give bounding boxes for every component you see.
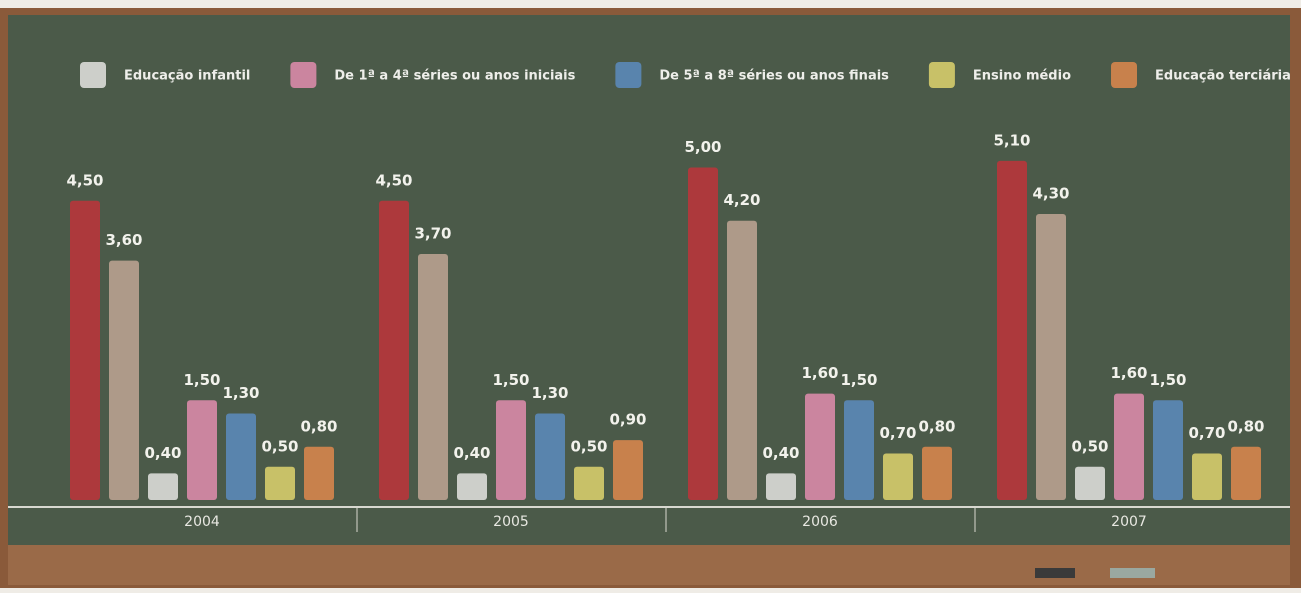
legend-label: Educação infantil <box>124 69 250 84</box>
bar <box>496 400 526 500</box>
value-label: 0,40 <box>453 444 490 462</box>
bar <box>997 161 1027 500</box>
value-label: 1,60 <box>801 364 838 382</box>
legend-label: De 1ª a 4ª séries ou anos iniciais <box>334 69 575 84</box>
value-label: 0,40 <box>144 444 181 462</box>
bar <box>1231 447 1261 500</box>
legend-swatch <box>615 62 641 88</box>
bar <box>613 440 643 500</box>
value-label: 1,50 <box>1149 371 1186 389</box>
legend-label: Educação terciária <box>1155 69 1291 84</box>
bar <box>457 473 487 500</box>
value-label: 4,20 <box>723 191 760 209</box>
bar <box>265 467 295 500</box>
legend-label: Ensino médio <box>973 69 1071 84</box>
value-label: 0,90 <box>609 411 646 429</box>
value-label: 5,10 <box>993 131 1030 149</box>
value-label: 0,70 <box>1188 424 1225 442</box>
bar <box>187 400 217 500</box>
value-label: 3,70 <box>414 224 451 242</box>
bar <box>883 453 913 500</box>
value-label: 0,50 <box>261 437 298 455</box>
bar <box>1153 400 1183 500</box>
legend-label: De 5ª a 8ª séries ou anos finais <box>659 69 889 84</box>
bar <box>844 400 874 500</box>
value-label: 1,60 <box>1110 364 1147 382</box>
page: 20044,503,600,401,501,300,500,8020054,50… <box>0 0 1301 593</box>
x-tick-label: 2004 <box>184 514 220 530</box>
bar <box>922 447 952 500</box>
bar <box>418 254 448 500</box>
x-tick-label: 2006 <box>802 514 838 530</box>
bar <box>70 201 100 500</box>
x-tick-label: 2005 <box>493 514 529 530</box>
bar <box>1114 394 1144 500</box>
value-label: 1,30 <box>531 384 568 402</box>
legend-swatch <box>80 62 106 88</box>
bar <box>148 473 178 500</box>
x-tick-label: 2007 <box>1111 514 1147 530</box>
bar <box>379 201 409 500</box>
value-label: 5,00 <box>684 138 721 156</box>
bar <box>1075 467 1105 500</box>
value-label: 0,70 <box>879 424 916 442</box>
bar <box>688 168 718 501</box>
legend-swatch <box>929 62 955 88</box>
legend-swatch <box>290 62 316 88</box>
bar <box>1192 453 1222 500</box>
value-label: 1,50 <box>840 371 877 389</box>
bar <box>805 394 835 500</box>
value-label: 4,30 <box>1032 185 1069 203</box>
chart: 20044,503,600,401,501,300,500,8020054,50… <box>0 0 1301 593</box>
bar <box>574 467 604 500</box>
value-label: 0,50 <box>1071 437 1108 455</box>
ledge <box>8 545 1290 585</box>
bar <box>304 447 334 500</box>
value-label: 0,80 <box>300 417 337 435</box>
eraser <box>1035 568 1075 578</box>
bar <box>226 414 256 500</box>
legend-swatch <box>1111 62 1137 88</box>
value-label: 0,80 <box>918 417 955 435</box>
bar <box>727 221 757 500</box>
value-label: 1,50 <box>492 371 529 389</box>
value-label: 0,50 <box>570 437 607 455</box>
value-label: 0,80 <box>1227 417 1264 435</box>
bar <box>1036 214 1066 500</box>
value-label: 4,50 <box>375 171 412 189</box>
value-label: 4,50 <box>66 171 103 189</box>
value-label: 1,50 <box>183 371 220 389</box>
bar <box>535 414 565 500</box>
bar <box>766 473 796 500</box>
value-label: 1,30 <box>222 384 259 402</box>
value-label: 0,40 <box>762 444 799 462</box>
value-label: 3,60 <box>105 231 142 249</box>
bar <box>109 261 139 500</box>
chalk <box>1110 568 1155 578</box>
